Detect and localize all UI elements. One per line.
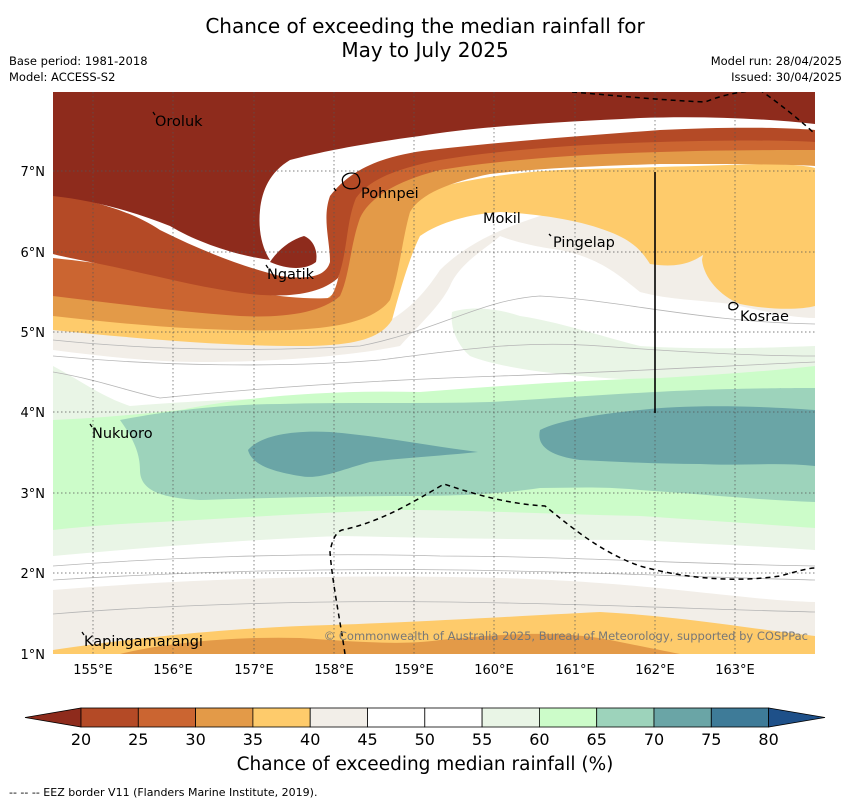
- model-run-label: Model run: 28/04/2025: [710, 54, 842, 68]
- y-tick: 5°N: [21, 326, 46, 341]
- contour-fields: [53, 92, 815, 654]
- colorbar-tick-label: 55: [472, 730, 492, 749]
- colorbar: [24, 707, 826, 728]
- x-tick: 156°E: [153, 663, 193, 678]
- colorbar-tick-label: 70: [644, 730, 664, 749]
- x-tick: 158°E: [314, 663, 354, 678]
- field-45-50-north: [53, 206, 815, 362]
- colorbar-tick-label: 45: [357, 730, 377, 749]
- colorbar-tick-label: 65: [587, 730, 607, 749]
- colorbar-tick-label: 50: [415, 730, 435, 749]
- colorbar-segment: [596, 707, 655, 728]
- colorbar-tick-label: 80: [758, 730, 778, 749]
- colorbar-segment: [539, 707, 598, 728]
- base-period-label: Base period: 1981-2018: [9, 54, 148, 68]
- place-label-nukuoro: Nukuoro: [92, 426, 153, 442]
- colorbar-segment: [195, 707, 254, 728]
- field-70-75-east: [539, 406, 815, 466]
- y-axis-ticks: 7°N 6°N 5°N 4°N 3°N 2°N 1°N: [21, 165, 46, 663]
- y-tick: 6°N: [21, 246, 46, 261]
- field-35-40-north: [53, 146, 815, 331]
- eez-border-south: [329, 483, 815, 654]
- colorbar-tick-label: 30: [185, 730, 205, 749]
- colorbar-tick-label: 25: [128, 730, 148, 749]
- colorbar-tick-label: 40: [300, 730, 320, 749]
- colorbar-segment: [710, 707, 769, 728]
- y-tick: 1°N: [21, 648, 46, 663]
- colorbar-arrow-low: [24, 707, 82, 728]
- eez-border-north: [571, 92, 815, 135]
- field-55-60-north: [451, 308, 815, 381]
- contour-lines: [53, 295, 815, 615]
- issued-label: Issued: 30/04/2025: [731, 70, 842, 84]
- x-tick: 161°E: [555, 663, 595, 678]
- place-label-kosrae: Kosrae: [740, 309, 789, 325]
- colorbar-arrow-high: [768, 707, 826, 728]
- y-tick: 3°N: [21, 487, 46, 502]
- colorbar-label: Chance of exceeding median rainfall (%): [236, 754, 614, 775]
- colorbar-segment: [80, 707, 139, 728]
- map-title-line2: May to July 2025: [341, 38, 509, 62]
- place-label-mokil: Mokil: [483, 211, 521, 227]
- place-label-pingelap: Pingelap: [553, 235, 615, 251]
- colorbar-segment: [137, 707, 197, 728]
- x-tick: 159°E: [394, 663, 434, 678]
- x-tick: 155°E: [73, 663, 113, 678]
- model-label: Model: ACCESS-S2: [9, 70, 116, 84]
- kosrae-island-outline: [728, 301, 739, 311]
- x-tick: 160°E: [474, 663, 514, 678]
- field-30-35: [53, 136, 815, 317]
- y-tick: 4°N: [21, 406, 46, 421]
- map-title-line1: Chance of exceeding the median rainfall …: [205, 14, 645, 38]
- islands: [81, 111, 739, 636]
- field-40-45-north: [53, 164, 815, 346]
- colorbar-segment: [424, 707, 483, 728]
- colorbar-segment: [653, 707, 712, 728]
- copyright-notice: © Commonwealth of Australia 2025, Bureau…: [324, 629, 808, 643]
- x-tick: 162°E: [635, 663, 675, 678]
- colorbar-segment: [481, 707, 540, 728]
- colorbar-segment: [252, 707, 311, 728]
- colorbar-segment: [367, 707, 426, 728]
- place-label-oroluk: Oroluk: [155, 114, 203, 130]
- y-tick: 7°N: [21, 165, 46, 180]
- field-35-40-south: [120, 633, 680, 654]
- y-tick: 2°N: [21, 567, 46, 582]
- place-label-pohnpei: Pohnpei: [361, 186, 419, 202]
- x-axis-ticks: 155°E 156°E 157°E 158°E 159°E 160°E 161°…: [73, 663, 755, 678]
- graticule: [53, 92, 815, 654]
- field-20-25: [53, 92, 815, 260]
- colorbar-ticks: 20 25 30 35 40 45 50 55 60 65 70 75 80: [71, 730, 779, 749]
- field-70-75-west: [248, 431, 478, 477]
- x-tick: 163°E: [715, 663, 755, 678]
- colorbar-tick-label: 60: [529, 730, 549, 749]
- x-tick: 157°E: [234, 663, 274, 678]
- colorbar-tick-label: 75: [701, 730, 721, 749]
- colorbar-segment: [309, 707, 368, 728]
- eez-footnote: -- -- -- EEZ border V11 (Flanders Marine…: [9, 786, 318, 799]
- eez-borders: [329, 92, 815, 654]
- pohnpei-island-outline: [341, 172, 361, 190]
- colorbar-tick-label: 35: [243, 730, 263, 749]
- place-label-kapingamarangi: Kapingamarangi: [84, 634, 203, 650]
- place-label-ngatik: Ngatik: [267, 267, 315, 283]
- colorbar-tick-label: 20: [71, 730, 91, 749]
